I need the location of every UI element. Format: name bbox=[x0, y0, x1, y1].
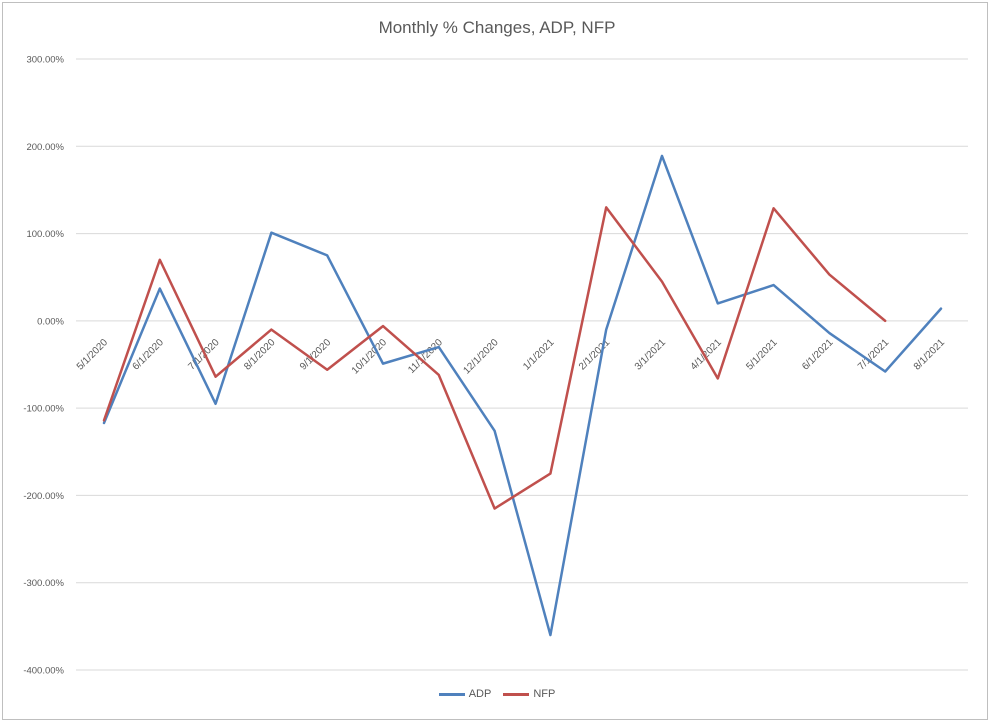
x-tick-label: 5/1/2020 bbox=[75, 337, 111, 373]
x-tick-label: 8/1/2021 bbox=[912, 337, 948, 373]
legend-label: NFP bbox=[533, 688, 556, 700]
legend-swatch bbox=[503, 692, 530, 696]
y-tick-label: 300.00% bbox=[26, 55, 64, 66]
x-tick-label: 6/1/2021 bbox=[800, 337, 836, 373]
chart-legend: ADP NFP bbox=[0, 688, 994, 700]
x-tick-label: 1/1/2021 bbox=[521, 337, 557, 373]
x-tick-label: 10/1/2020 bbox=[350, 337, 390, 377]
legend-item-adp: ADP bbox=[438, 688, 492, 700]
legend-label: ADP bbox=[468, 688, 492, 700]
x-tick-label: 11/1/2020 bbox=[406, 337, 445, 376]
x-tick-label: 9/1/2020 bbox=[298, 337, 334, 373]
y-tick-label: -200.00% bbox=[23, 491, 64, 502]
x-tick-label: 12/1/2020 bbox=[461, 337, 501, 377]
legend-swatch bbox=[438, 692, 465, 696]
y-tick-label: 0.00% bbox=[37, 316, 64, 327]
chart-title: Monthly % Changes, ADP, NFP bbox=[378, 18, 616, 37]
y-tick-label: -400.00% bbox=[23, 666, 64, 677]
x-tick-label: 3/1/2021 bbox=[633, 337, 669, 373]
x-tick-label: 5/1/2021 bbox=[744, 337, 780, 373]
legend-item-nfp: NFP bbox=[503, 688, 555, 700]
x-tick-label: 4/1/2021 bbox=[689, 337, 725, 373]
x-tick-label: 6/1/2020 bbox=[131, 337, 167, 373]
series-line-adp bbox=[102, 154, 943, 637]
series-line-nfp bbox=[102, 206, 887, 510]
x-tick-label: 8/1/2020 bbox=[242, 337, 278, 373]
y-tick-label: -100.00% bbox=[23, 404, 64, 415]
y-tick-label: 100.00% bbox=[26, 229, 64, 240]
y-tick-label: 200.00% bbox=[26, 142, 64, 153]
x-tick-label: 2/1/2021 bbox=[577, 337, 613, 373]
y-tick-label: -300.00% bbox=[23, 578, 64, 589]
